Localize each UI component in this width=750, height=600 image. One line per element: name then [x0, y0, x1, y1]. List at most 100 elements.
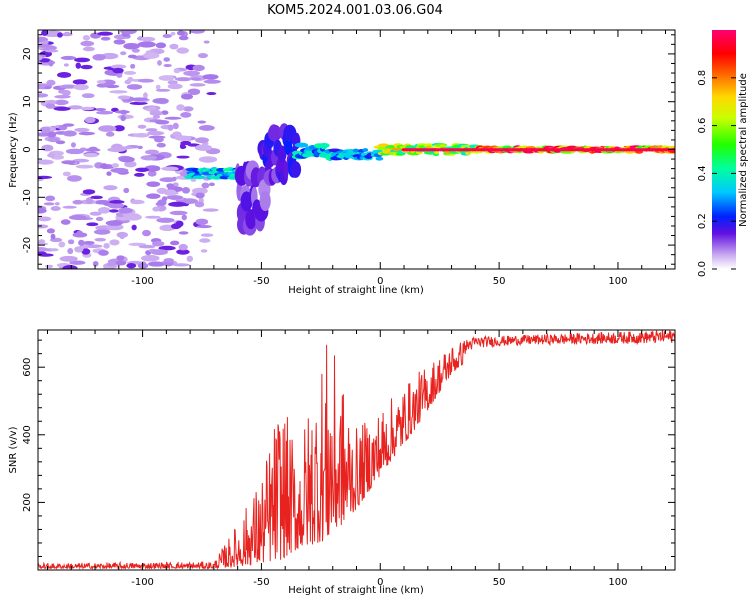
noise-cell: [39, 126, 51, 133]
noise-cell: [167, 80, 178, 85]
noise-cell: [68, 214, 87, 220]
noise-cell: [44, 49, 59, 53]
noise-cell: [75, 164, 94, 169]
noise-cell: [60, 219, 71, 225]
noise-cell: [153, 136, 164, 143]
noise-cell: [196, 225, 212, 229]
noise-cell: [146, 181, 161, 187]
noise-cell: [152, 97, 169, 104]
noise-cell: [102, 266, 113, 269]
x-tick-label: -100: [131, 577, 154, 588]
noise-cell: [111, 163, 119, 168]
noise-cell: [203, 79, 222, 84]
noise-cell: [114, 110, 130, 114]
noise-cell: [197, 52, 209, 59]
signal-cell: [289, 161, 302, 178]
noise-cell: [94, 237, 107, 242]
noise-cell: [163, 258, 174, 263]
noise-cell: [150, 249, 169, 256]
signal-cell: [318, 142, 330, 148]
noise-cell: [152, 206, 160, 212]
noise-cell: [74, 127, 90, 132]
snr-x-axis-label: Height of straight line (km): [288, 585, 424, 596]
noise-cell: [93, 229, 111, 235]
noise-cell: [116, 73, 123, 78]
noise-cell: [60, 55, 77, 61]
x-tick-label: 100: [608, 577, 627, 588]
noise-cell: [156, 187, 168, 194]
noise-cell: [73, 83, 89, 91]
noise-cell: [50, 206, 61, 211]
noise-cell: [130, 97, 149, 102]
y-tick-label: 20: [22, 48, 33, 61]
noise-cell: [190, 178, 197, 182]
noise-cell: [54, 94, 71, 99]
noise-cell: [147, 131, 165, 136]
noise-cell: [135, 167, 149, 173]
noise-cell: [129, 101, 148, 105]
noise-cell: [83, 244, 103, 249]
noise-cell: [187, 88, 201, 96]
noise-cell: [88, 146, 98, 152]
x-tick-label: 50: [493, 577, 506, 588]
noise-cell: [53, 106, 71, 111]
noise-cell: [120, 115, 126, 122]
noise-cell: [170, 223, 182, 230]
snr-ticks: -100 -50 0 50 100 200 400 600: [22, 330, 675, 588]
noise-cell: [78, 239, 85, 246]
noise-cell: [131, 48, 140, 53]
noise-cell: [115, 260, 127, 266]
noise-cell: [182, 106, 194, 112]
signal-cell: [375, 156, 384, 161]
colorbar-tick-label: 0.4: [697, 165, 708, 181]
signal-cell: [267, 124, 282, 142]
noise-cell: [92, 260, 99, 267]
x-tick-label: 50: [493, 276, 506, 287]
noise-cell: [120, 51, 127, 56]
noise-cell: [112, 67, 124, 74]
spectrogram-y-axis-label: Frequency (Hz): [8, 112, 19, 188]
noise-cell: [59, 84, 78, 89]
noise-cell: [138, 78, 154, 83]
y-tick-label: 600: [22, 358, 33, 377]
noise-cell: [80, 40, 95, 47]
noise-cell: [128, 242, 147, 246]
noise-cell: [163, 57, 171, 62]
noise-cell: [117, 207, 133, 214]
noise-cell: [69, 260, 86, 265]
noise-cell: [166, 195, 183, 200]
noise-cell: [162, 33, 172, 39]
noise-cell: [130, 199, 145, 205]
noise-cell: [145, 128, 158, 132]
colorbar-ticks: 0.0 0.2 0.4 0.6 0.8: [697, 70, 736, 277]
noise-cell: [158, 75, 175, 81]
noise-cell: [95, 216, 104, 222]
noise-cell: [38, 55, 43, 61]
x-tick-label: -50: [253, 276, 269, 287]
noise-cell: [48, 137, 60, 143]
noise-cell: [82, 189, 96, 195]
noise-cell: [146, 193, 161, 199]
noise-cell: [38, 239, 45, 245]
noise-cell: [120, 30, 137, 35]
noise-cell: [106, 262, 116, 267]
x-tick-label: 0: [377, 276, 383, 287]
noise-cell: [126, 84, 143, 90]
y-tick-label: -20: [22, 237, 33, 253]
noise-cell: [105, 220, 123, 226]
noise-cell: [100, 163, 108, 170]
noise-cell: [45, 264, 54, 268]
noise-cell: [116, 255, 125, 261]
noise-cell: [38, 216, 52, 222]
noise-cell: [200, 233, 214, 237]
noise-cell: [140, 155, 158, 161]
signal-cell: [285, 139, 293, 156]
noise-cell: [159, 177, 177, 183]
noise-cell: [201, 182, 210, 189]
x-tick-label: -100: [131, 276, 154, 287]
noise-cell: [47, 131, 57, 138]
noise-cell: [195, 218, 209, 226]
noise-cell: [180, 112, 192, 118]
noise-cell: [178, 35, 189, 41]
noise-cell: [80, 64, 93, 70]
